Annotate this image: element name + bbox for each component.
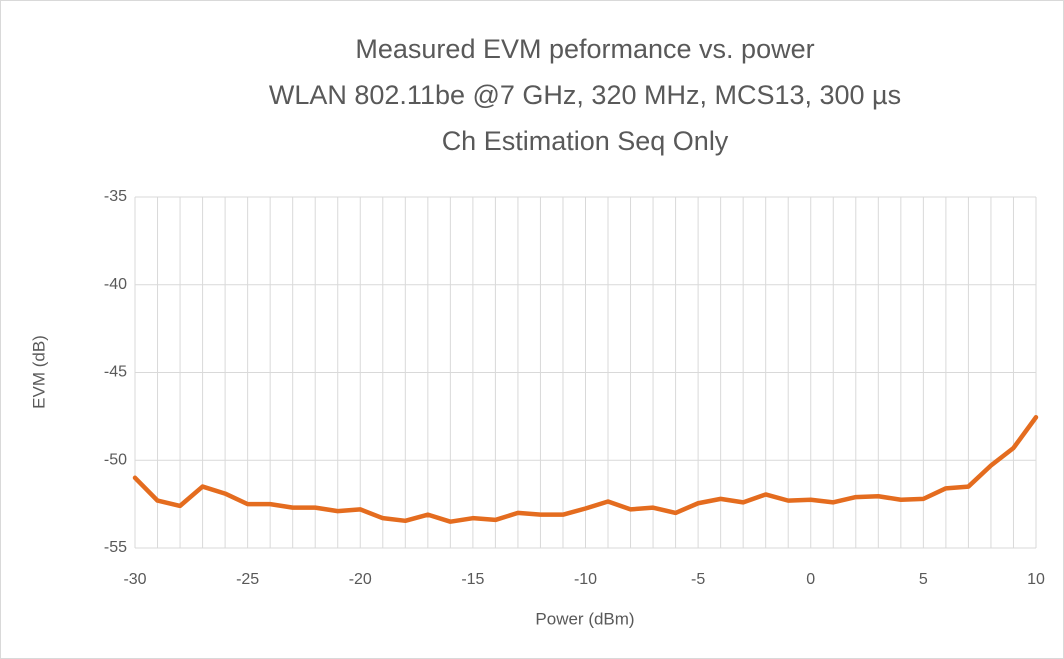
y-tick-label: -35 — [104, 188, 127, 205]
chart-title: Measured EVM peformance vs. power — [355, 34, 814, 64]
y-tick-label: -40 — [104, 276, 127, 293]
x-tick-label: -30 — [123, 571, 146, 588]
y-axis-title: EVM (dB) — [29, 335, 48, 409]
chart-title: Ch Estimation Seq Only — [442, 126, 729, 156]
y-tick-label: -55 — [104, 539, 127, 556]
x-tick-label: 0 — [806, 571, 815, 588]
x-tick-label: -15 — [461, 571, 484, 588]
y-tick-label: -50 — [104, 451, 127, 468]
x-tick-label: 10 — [1027, 571, 1045, 588]
x-tick-label: -10 — [574, 571, 597, 588]
x-axis-title: Power (dBm) — [535, 609, 634, 628]
x-tick-label: -5 — [691, 571, 705, 588]
x-tick-label: -25 — [236, 571, 259, 588]
data-line — [132, 415, 1039, 524]
chart-title: WLAN 802.11be @7 GHz, 320 MHz, MCS13, 30… — [269, 80, 901, 110]
x-tick-label: -20 — [349, 571, 372, 588]
x-tick-label: 5 — [919, 571, 928, 588]
y-tick-label: -45 — [104, 364, 127, 381]
